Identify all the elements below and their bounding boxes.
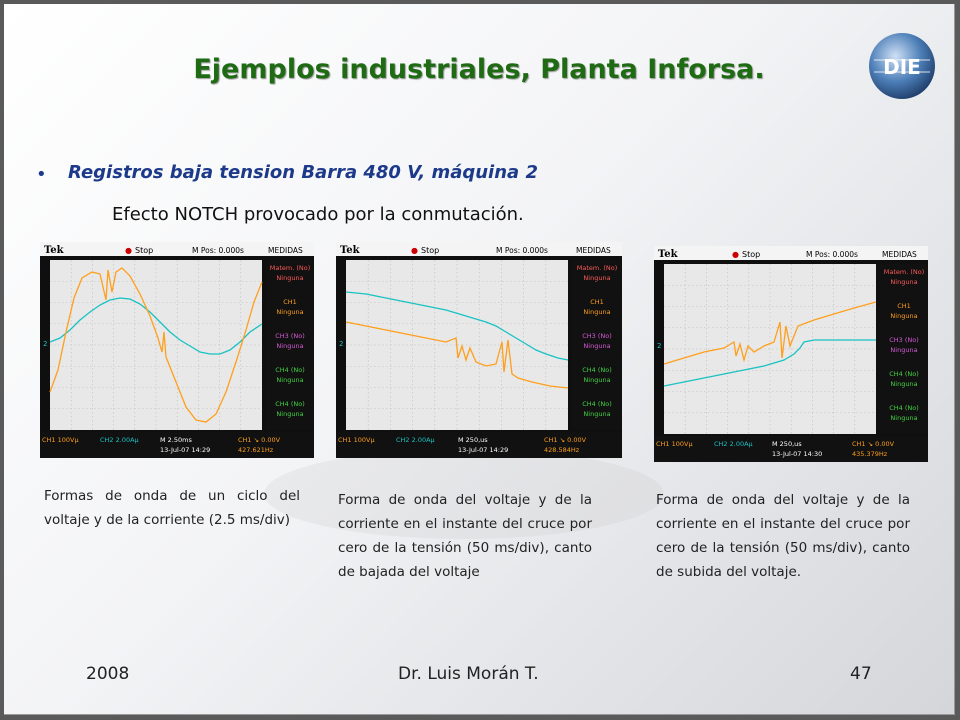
frequency: 435.379Hz [852,450,888,458]
scope-mpos: M Pos: 0.000s [192,246,244,255]
bullet-text: Registros baja tension Barra 480 V, máqu… [68,162,538,183]
scope-state: Stop [421,246,439,255]
scope-brand: Tek [44,245,65,256]
frequency: 427.621Hz [238,446,274,454]
scope-menu-title: CH3 (No) [889,336,919,344]
scope-menu: MEDIDAS [268,246,303,255]
scope-menu-value: Ninguna [890,346,917,354]
oscilloscope-capture-1: Tek ● Stop M Pos: 0.000s MEDIDAS 2 Matem… [40,242,314,458]
scope-menu-value: Ninguna [583,342,610,350]
scope-menu-value: Ninguna [276,274,303,282]
time-scale: M 250,us [458,436,488,444]
scope-menu: MEDIDAS [576,246,611,255]
stop-indicator: ● [411,246,418,255]
scope-menu-value: Ninguna [276,308,303,316]
voltage-trace [49,267,263,423]
stop-indicator: ● [732,250,739,259]
scope-menu-title: CH1 [283,298,297,306]
scope-menu-value: Ninguna [276,410,303,418]
footer-page-number: 47 [850,664,872,684]
footer-author: Dr. Luis Morán T. [398,664,539,684]
oscilloscope-capture-2: Tek ● Stop M Pos: 0.000s MEDIDAS 2 Matem… [336,242,622,458]
page-title: Ejemplos industriales, Planta Inforsa. [193,54,765,85]
oscilloscope-capture-3: Tek ● Stop M Pos: 0.000s MEDIDAS 2 Matem… [654,246,928,462]
ch2-scale: CH2 2.00Aμ [714,440,753,448]
scope-brand: Tek [340,245,361,256]
ch2-scale: CH2 2.00Aμ [100,436,139,444]
caption-2: Forma de onda del voltaje y de la corrie… [338,492,592,580]
scope-date: 13-Jul-07 14:30 [772,450,822,458]
voltage-trace [663,301,877,365]
svg-text:2: 2 [657,342,661,350]
scope-menu-value: Ninguna [890,278,917,286]
trigger-level: CH1 ↘ 0.00V [544,436,587,444]
caption-1: Formas de onda de un ciclo del voltaje y… [44,488,300,528]
svg-text:2: 2 [339,340,343,348]
stop-indicator: ● [125,246,132,255]
ch1-scale: CH1 100Vμ [338,436,375,444]
scope-screen: Tek ● Stop M Pos: 0.000s MEDIDAS 2 Matem… [654,246,928,462]
scope-menu-value: Ninguna [890,414,917,422]
scope-menu-title: Matem. (No) [270,264,311,272]
caption-3: Forma de onda del voltaje y de la corrie… [656,492,910,580]
scope-menu-value: Ninguna [583,410,610,418]
time-scale: M 2.50ms [160,436,192,444]
scope-screen: Tek ● Stop M Pos: 0.000s MEDIDAS 2 Matem… [40,242,314,458]
scope-date: 13-Jul-07 14:29 [458,446,508,454]
scope-menu-value: Ninguna [276,342,303,350]
scope-menu-value: Ninguna [583,274,610,282]
scope-menu-title: CH4 (No) [275,400,305,408]
ch2-scale: CH2 2.00Aμ [396,436,435,444]
scope-mpos: M Pos: 0.000s [496,246,548,255]
scope-menu-title: CH4 (No) [275,366,305,374]
scope-menu-title: CH1 [590,298,604,306]
scope-brand: Tek [658,249,679,260]
scope-menu-title: CH4 (No) [582,400,612,408]
scope-menu-value: Ninguna [276,376,303,384]
scope-menu-value: Ninguna [890,380,917,388]
scope-menu-value: Ninguna [583,376,610,384]
ch1-scale: CH1 100Vμ [656,440,693,448]
scope-mpos: M Pos: 0.000s [806,250,858,259]
scope-date: 13-Jul-07 14:29 [160,446,210,454]
scope-menu-title: CH3 (No) [275,332,305,340]
trigger-level: CH1 ↘ 0.00V [238,436,281,444]
scope-state: Stop [742,250,760,259]
scope-menu-title: CH1 [897,302,911,310]
scope-menu-title: Matem. (No) [884,268,925,276]
scope-menu-value: Ninguna [890,312,917,320]
current-trace [663,339,876,387]
watermark-logo [264,449,664,539]
scope-menu-title: CH4 (No) [889,370,919,378]
scope-state: Stop [135,246,153,255]
ch1-scale: CH1 100Vμ [42,436,79,444]
current-trace [345,291,569,361]
svg-text:DIE: DIE [883,55,921,79]
voltage-trace [345,321,569,389]
frequency: 428.584Hz [544,446,580,454]
scope-screen: Tek ● Stop M Pos: 0.000s MEDIDAS 2 Matem… [336,242,622,458]
scope-menu-title: CH4 (No) [582,366,612,374]
footer-year: 2008 [86,664,130,684]
scope-menu-title: CH3 (No) [582,332,612,340]
scope-menu-title: Matem. (No) [577,264,618,272]
scope-menu: MEDIDAS [882,250,917,259]
scope-menu-value: Ninguna [583,308,610,316]
subtitle: Efecto NOTCH provocado por la conmutació… [112,204,524,225]
current-trace [49,297,263,355]
svg-text:2: 2 [43,340,47,348]
time-scale: M 250,us [772,440,802,448]
bullet-dot-icon: • [36,164,47,185]
die-logo-icon: DIE [869,33,935,99]
trigger-level: CH1 ↘ 0.00V [852,440,895,448]
slide: Ejemplos industriales, Planta Inforsa. D… [4,4,955,715]
scope-menu-title: CH4 (No) [889,404,919,412]
